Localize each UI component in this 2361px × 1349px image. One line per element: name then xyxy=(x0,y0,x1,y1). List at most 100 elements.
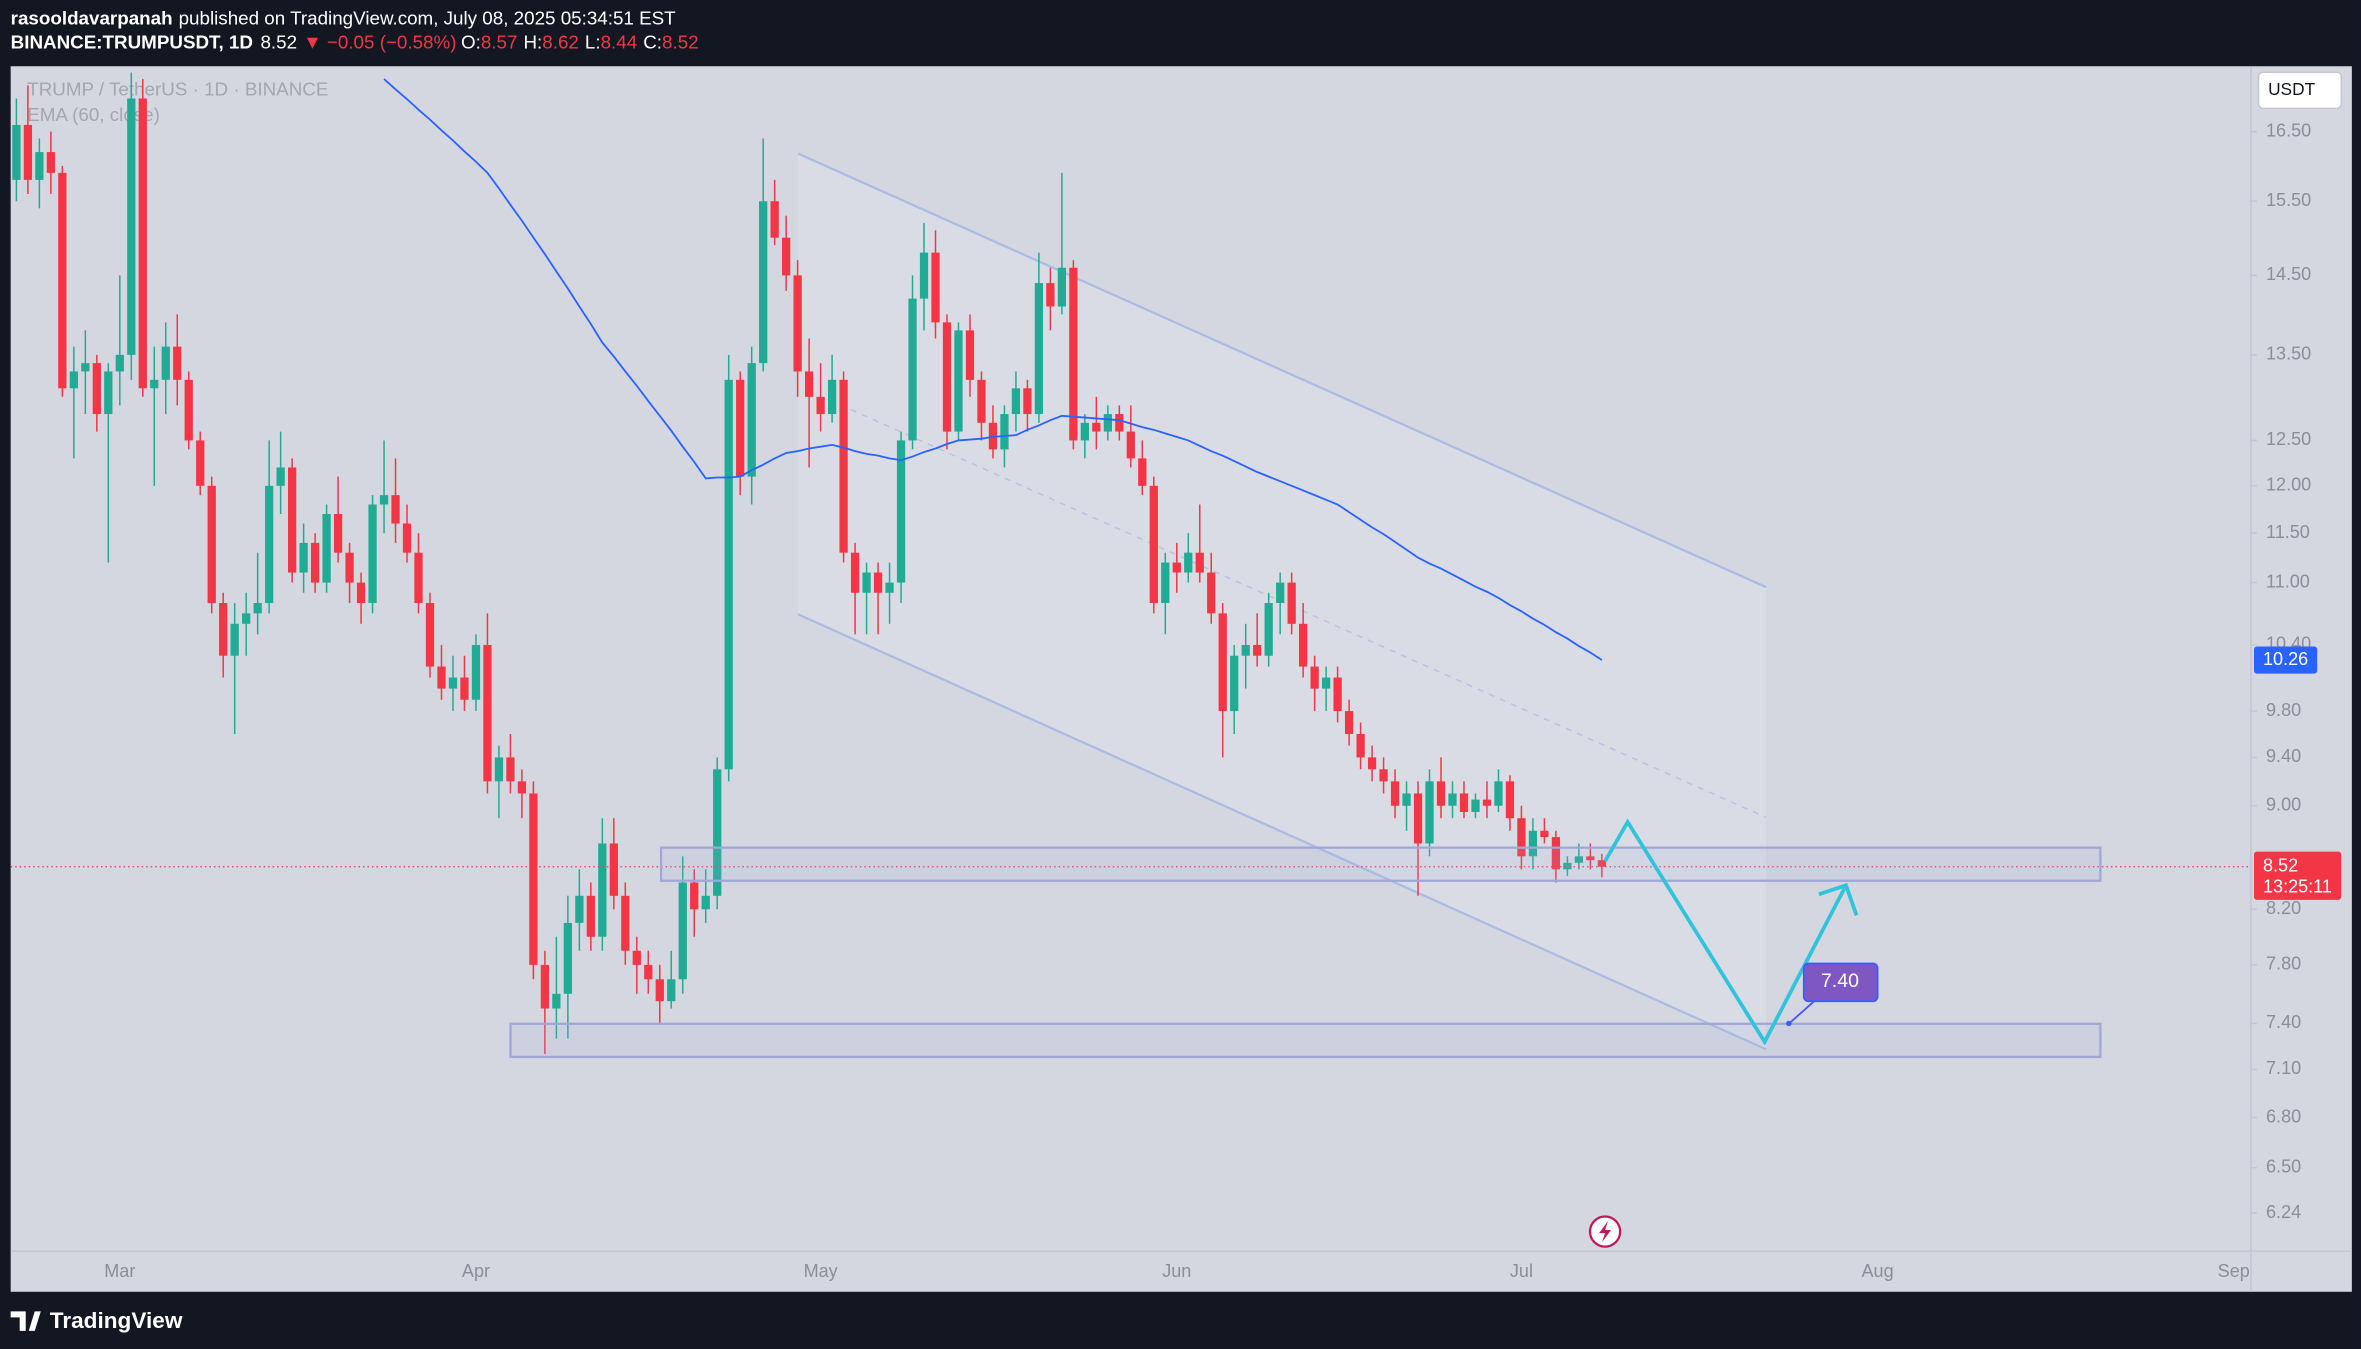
candle-body xyxy=(1011,388,1021,415)
candle-body xyxy=(724,379,733,770)
candle-body xyxy=(1413,793,1423,844)
candle-body xyxy=(667,979,676,1002)
candle-body xyxy=(1057,267,1067,307)
candle-body xyxy=(644,964,653,980)
y-tick-label: 7.40 xyxy=(2266,1012,2301,1032)
channel-upper xyxy=(797,152,1767,589)
candle-body xyxy=(586,895,595,937)
candle-body xyxy=(1126,431,1135,459)
published: published on TradingView.com, July 08, 2… xyxy=(179,8,677,29)
candle-body xyxy=(1540,830,1549,838)
candle-body xyxy=(770,201,779,238)
candle-body xyxy=(1448,793,1457,806)
candle-body xyxy=(115,354,124,372)
quote-o-label: O: xyxy=(461,32,481,53)
candle-body xyxy=(575,895,584,923)
candle-body xyxy=(196,440,205,486)
ema-price-label: 10.26 xyxy=(2263,649,2308,669)
candle-body xyxy=(1597,860,1606,867)
events-icon-bolt xyxy=(1599,1221,1612,1243)
header-line-1: rasooldavarpanah published on TradingView… xyxy=(11,8,677,29)
y-tick-label: 12.00 xyxy=(2266,475,2311,495)
candle-body xyxy=(1563,862,1572,870)
candle-body xyxy=(1023,388,1032,415)
candle-body xyxy=(1138,458,1147,486)
candle-body xyxy=(1218,613,1227,712)
candle-body xyxy=(184,379,193,441)
y-tick-label: 9.80 xyxy=(2266,700,2301,720)
candle-body xyxy=(46,152,56,173)
price: 8.52 xyxy=(260,32,297,53)
candle-body xyxy=(896,440,906,583)
candle-body xyxy=(1402,793,1411,806)
candle-body xyxy=(1310,666,1319,689)
candle-body xyxy=(345,552,354,583)
last-price-label: 8.52 xyxy=(2263,855,2298,875)
candle-body xyxy=(333,513,343,553)
candle-body xyxy=(827,379,837,415)
candle-body xyxy=(954,330,963,432)
candle-body xyxy=(506,757,515,782)
candle-body xyxy=(310,542,320,583)
candle-body xyxy=(793,275,802,372)
candle-body xyxy=(150,379,159,389)
change: ▼ −0.05 (−0.58%) xyxy=(303,32,456,53)
x-tick-label: Mar xyxy=(104,1261,135,1281)
target-pointer xyxy=(1788,999,1817,1025)
candle-body xyxy=(356,582,366,604)
candle-body xyxy=(782,237,791,276)
candle-body xyxy=(368,504,377,604)
candle-body xyxy=(322,513,331,583)
candle-body xyxy=(1092,422,1101,432)
candle-body xyxy=(288,467,297,573)
candle-body xyxy=(1505,781,1515,819)
zone-upper xyxy=(659,846,2102,882)
candle-body xyxy=(425,603,435,667)
candle-body xyxy=(1172,562,1181,573)
candle-body xyxy=(92,363,101,415)
target-point xyxy=(1786,1020,1792,1027)
y-tick-label: 12.50 xyxy=(2266,429,2311,449)
candle-body xyxy=(1471,799,1480,812)
candle-body xyxy=(460,677,469,700)
candle-body xyxy=(471,644,481,700)
candle-body xyxy=(1149,485,1158,604)
candle-body xyxy=(701,895,710,910)
quote-h-label: H: xyxy=(523,32,542,53)
candle-body xyxy=(678,882,687,980)
target-label: 7.40 xyxy=(1821,970,1859,992)
candle-body xyxy=(621,895,630,951)
zone-lower xyxy=(509,1022,2102,1059)
candle-body xyxy=(1276,582,1285,604)
candle-body xyxy=(414,552,423,604)
candle-body xyxy=(965,330,975,380)
candle-body xyxy=(1321,677,1331,689)
candle-body xyxy=(1069,267,1078,441)
candle-body xyxy=(494,757,504,782)
y-tick-label: 7.80 xyxy=(2266,954,2301,974)
candle-body xyxy=(885,582,894,593)
candle-body xyxy=(1356,733,1365,758)
candle-body xyxy=(1379,769,1388,782)
candle-body xyxy=(138,98,147,389)
projection-arrowhead xyxy=(1818,882,1859,917)
candle-body xyxy=(816,396,825,415)
price-axis: 16.50 15.50 14.50 13.50 12.50 12.00 11.50 11.00… xyxy=(2250,120,2342,1222)
candle-body xyxy=(1517,818,1526,857)
x-tick-label: Sep xyxy=(2218,1261,2250,1281)
countdown-label: 13:25:11 xyxy=(2263,877,2332,897)
candle-body xyxy=(552,993,561,1009)
candle-body xyxy=(1287,582,1296,624)
y-tick-label: 9.40 xyxy=(2266,746,2301,766)
candle-body xyxy=(127,98,136,355)
ema-legend: EMA (60, close) xyxy=(27,104,160,125)
ema-price-box xyxy=(2253,646,2318,674)
candle-body xyxy=(1436,781,1446,806)
currency-box[interactable] xyxy=(2257,71,2343,110)
quote-c-label: C: xyxy=(643,32,662,53)
x-tick-label: Jun xyxy=(1162,1261,1191,1281)
candle-body xyxy=(253,603,262,614)
footer-logo: TradingView xyxy=(10,1308,183,1333)
